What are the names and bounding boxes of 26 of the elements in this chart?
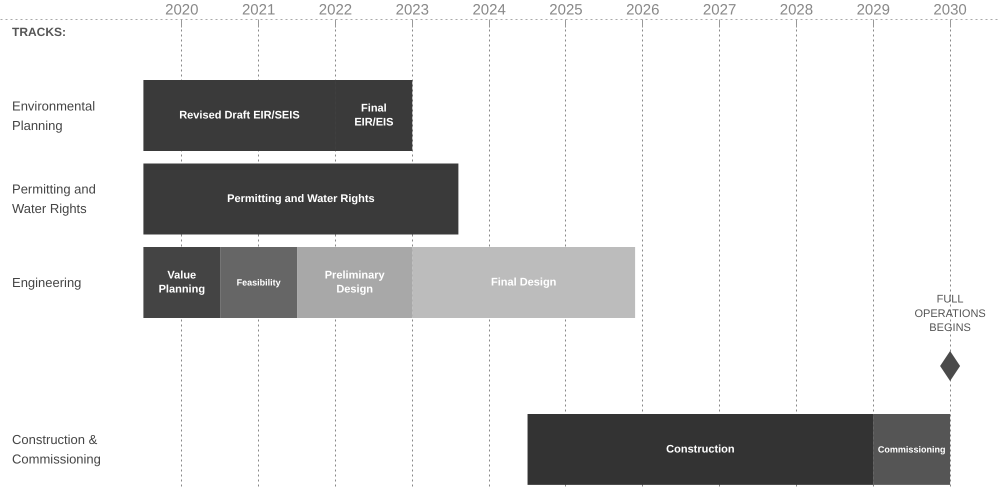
data-label: Value Planning <box>158 270 206 296</box>
x-tick-label: 2026 <box>626 2 660 18</box>
data-label: Feasibility <box>236 277 281 288</box>
x-tick-label: 2025 <box>549 2 583 18</box>
x-tick-label: 2030 <box>933 2 967 18</box>
x-tick-label: 2024 <box>472 2 506 18</box>
y-tick-label: Environmental Planning <box>12 98 96 133</box>
y-axis-title: TRACKS: <box>12 25 66 40</box>
x-tick-label: 2027 <box>702 2 736 18</box>
data-label: Revised Draft EIR/SEIS <box>179 110 300 122</box>
x-tick-label: 2023 <box>396 2 429 18</box>
data-label: Permitting and Water Rights <box>227 192 375 205</box>
data-label: Preliminary Design <box>324 270 386 296</box>
data-label: Final EIR/EIS <box>354 102 394 128</box>
x-tick-label: 2020 <box>165 2 199 18</box>
y-tick-label: Construction & Commissioning <box>12 432 101 467</box>
y-tick-label: Engineering <box>12 274 82 290</box>
x-tick-label: 2022 <box>318 2 352 18</box>
data-label: FULL OPERATIONS BEGINS <box>914 293 986 334</box>
x-tick-label: 2029 <box>856 2 890 18</box>
data-label: Final Design <box>491 276 557 288</box>
x-tick-label: 2021 <box>242 2 276 18</box>
data-label: Commissioning <box>878 444 946 454</box>
data-label: Construction <box>666 443 735 456</box>
y-tick-label: Permitting and Water Rights <box>12 182 96 216</box>
x-tick-label: 2028 <box>780 2 814 18</box>
